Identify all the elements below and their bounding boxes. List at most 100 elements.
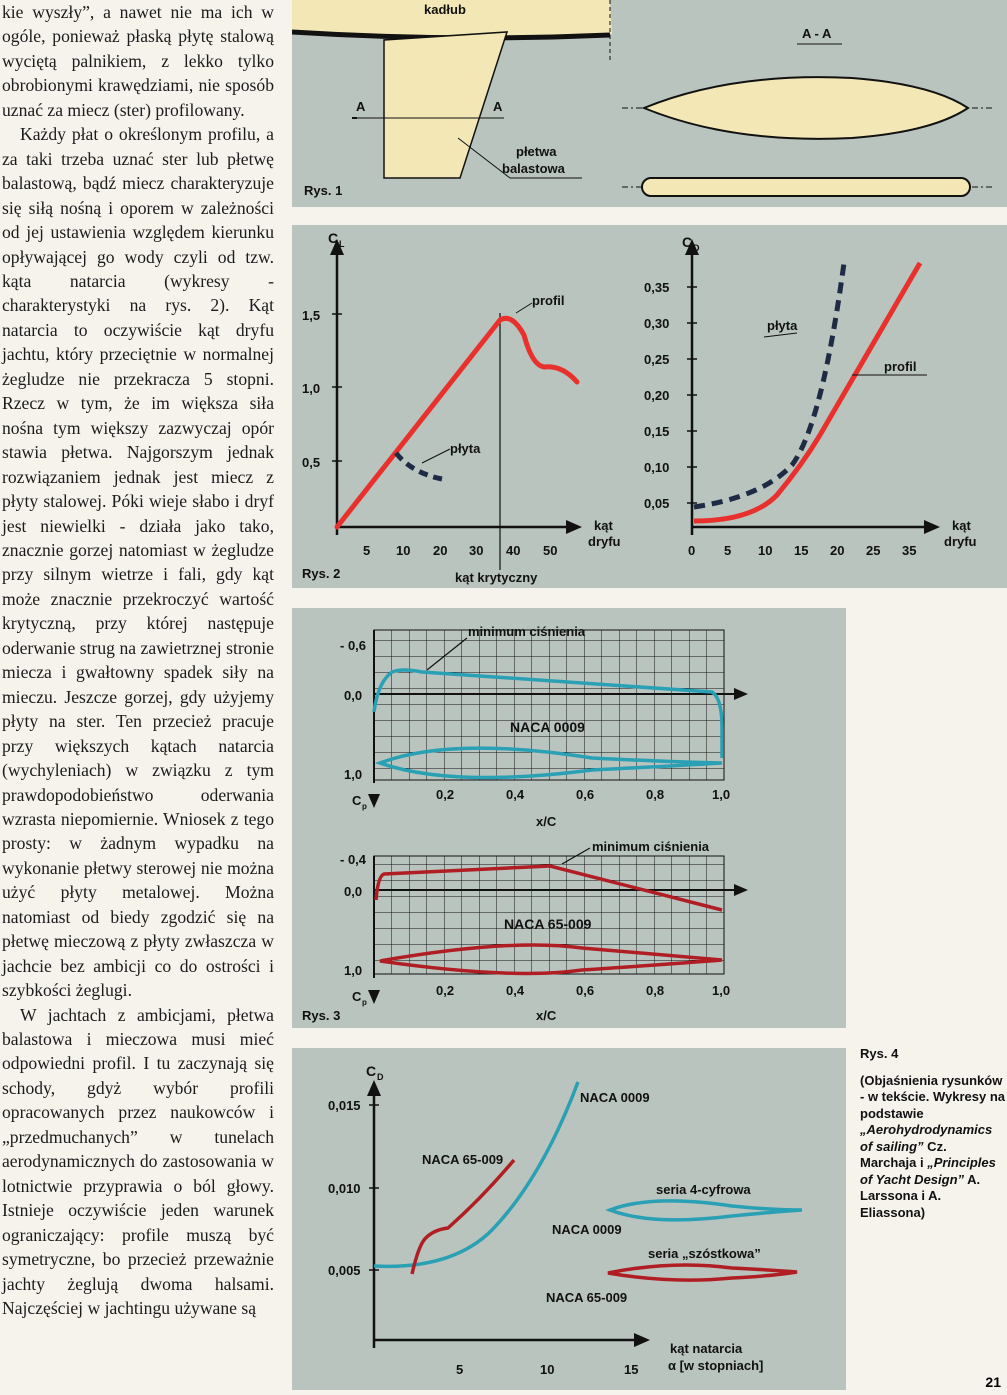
figure-2-drawing: C L 1,5 1,0 0,5 5 10 20 30 40 50 kąt dry… bbox=[302, 230, 977, 585]
right-yticks: 0,35 0,30 0,25 0,20 0,15 0,10 0,05 bbox=[644, 280, 697, 511]
right-ylabel-sub: D bbox=[693, 243, 700, 253]
paragraph-2: Każdy płat o określonym profilu, a za ta… bbox=[2, 124, 274, 1001]
plyta-right-label: płyta bbox=[767, 318, 798, 333]
figure-2-panel: C L 1,5 1,0 0,5 5 10 20 30 40 50 kąt dry… bbox=[292, 225, 1007, 588]
caption-title: Rys. 4 bbox=[860, 1046, 899, 1061]
article-text-column: kie wyszły”, a nawet nie ma ich w ogóle,… bbox=[2, 0, 274, 1320]
top-xtick: 1,0 bbox=[712, 787, 730, 802]
caption-source-2: „Principles of Yacht Design” bbox=[860, 1155, 996, 1187]
left-ylabel: C bbox=[328, 230, 338, 246]
caption-body: (Objaśnienia rysunków - w tekście. Wykre… bbox=[860, 1073, 1006, 1222]
bottom-xtick: 0,6 bbox=[576, 983, 594, 998]
left-xtick: 50 bbox=[543, 543, 557, 558]
bottom-minimum-label: minimum ciśnienia bbox=[592, 839, 710, 854]
top-minimum-label: minimum ciśnienia bbox=[468, 624, 586, 639]
right-ylabel: C bbox=[682, 234, 692, 250]
bottom-ytick: 1,0 bbox=[344, 963, 362, 978]
left-xlabel-1: kąt bbox=[594, 518, 613, 533]
right-xtick: 15 bbox=[794, 543, 808, 558]
section-title: A - A bbox=[802, 26, 832, 41]
left-xtick: 5 bbox=[363, 543, 370, 558]
top-xtick: 0,6 bbox=[576, 787, 594, 802]
left-ytick: 0,5 bbox=[302, 455, 320, 470]
critical-angle-label: kąt krytyczny bbox=[455, 570, 538, 585]
right-xtick: 25 bbox=[866, 543, 880, 558]
fig4-ylabel: C bbox=[366, 1063, 376, 1079]
figure-4-caption: Rys. 4 (Objaśnienia rysunków - w tekście… bbox=[860, 1046, 1006, 1221]
bottom-xtick: 0,8 bbox=[646, 983, 664, 998]
right-ytick: 0,30 bbox=[644, 316, 669, 331]
bottom-xtick: 0,2 bbox=[436, 983, 454, 998]
left-xlabel-2: dryfu bbox=[588, 534, 621, 549]
right-xtick: 20 bbox=[830, 543, 844, 558]
figure-1-drawing: kadłub A A płetwa balastowa Rys. 1 A - A bbox=[291, 0, 992, 198]
bottom-ytick: 0,0 bbox=[344, 884, 362, 899]
caption-text-3: A. Larssona i A. Eliassona) bbox=[860, 1171, 981, 1220]
top-xtick: 0,2 bbox=[436, 787, 454, 802]
right-xtick: 10 bbox=[758, 543, 772, 558]
fig4-xlabel-1: kąt natarcia bbox=[670, 1341, 743, 1356]
left-xticks: 5 10 20 30 40 50 bbox=[363, 543, 557, 558]
left-ylabel-sub: L bbox=[339, 239, 345, 249]
fin-label-1: płetwa bbox=[516, 144, 557, 159]
series-6-profile-label: NACA 65-009 bbox=[546, 1290, 627, 1305]
right-ytick: 0,15 bbox=[644, 424, 669, 439]
left-ytick: 1,5 bbox=[302, 308, 320, 323]
bottom-ytick: - 0,4 bbox=[340, 852, 367, 867]
right-xtick: 0 bbox=[688, 543, 695, 558]
fig4-ylabel-sub: D bbox=[377, 1072, 384, 1082]
top-xlabel: x/C bbox=[536, 814, 557, 829]
profil-right-label: profil bbox=[884, 359, 917, 374]
right-ytick: 0,20 bbox=[644, 388, 669, 403]
fig4-ytick: 0,005 bbox=[328, 1263, 361, 1278]
fig4-xtick: 15 bbox=[624, 1362, 638, 1377]
bottom-cp: C bbox=[352, 989, 362, 1004]
caption-text-1: (Objaśnienia rysunków - w tekście. Wykre… bbox=[860, 1072, 1006, 1121]
figure-4-panel: C D 0,015 0,010 0,005 5 10 15 kąt natarc… bbox=[292, 1048, 846, 1390]
fig4-ytick: 0,010 bbox=[328, 1181, 361, 1196]
right-ytick: 0,10 bbox=[644, 460, 669, 475]
series-6-label: seria „szóstkowa” bbox=[648, 1246, 761, 1261]
figure-2-label: Rys. 2 bbox=[302, 566, 340, 581]
right-xticks: 0 5 10 15 20 25 35 bbox=[688, 543, 916, 558]
left-xtick: 30 bbox=[469, 543, 483, 558]
figure-1-panel: kadłub A A płetwa balastowa Rys. 1 A - A bbox=[291, 0, 1007, 207]
curve-naca-65-009-label: NACA 65-009 bbox=[422, 1152, 503, 1167]
left-xtick: 40 bbox=[506, 543, 520, 558]
right-ytick: 0,25 bbox=[644, 352, 669, 367]
top-xtick: 0,8 bbox=[646, 787, 664, 802]
bottom-profile-label: NACA 65-009 bbox=[504, 916, 592, 932]
top-ytick: - 0,6 bbox=[340, 638, 366, 653]
top-xtick: 0,4 bbox=[506, 787, 525, 802]
figure-4-drawing: C D 0,015 0,010 0,005 5 10 15 kąt natarc… bbox=[328, 1063, 803, 1377]
left-yticks: 1,5 1,0 0,5 bbox=[302, 308, 342, 470]
figure-3-panel: - 0,6 0,0 1,0 C p minimum ciśnienia NACA… bbox=[292, 608, 846, 1028]
caption-text-2: Cz. Marchaja i bbox=[860, 1138, 947, 1171]
series-4-profile-label: NACA 0009 bbox=[552, 1222, 622, 1237]
series-4-label: seria 4-cyfrowa bbox=[656, 1182, 751, 1197]
caption-source-1: „Aerohydrodynamics of sailing” bbox=[860, 1122, 993, 1154]
right-ytick: 0,05 bbox=[644, 496, 669, 511]
right-xtick: 35 bbox=[902, 543, 916, 558]
right-ytick: 0,35 bbox=[644, 280, 669, 295]
page-number: 21 bbox=[985, 1374, 1001, 1390]
figure-3-drawing: - 0,6 0,0 1,0 C p minimum ciśnienia NACA… bbox=[302, 624, 748, 1023]
fig4-xtick: 10 bbox=[540, 1362, 554, 1377]
plyta-left-label: płyta bbox=[450, 441, 481, 456]
top-ytick: 1,0 bbox=[344, 767, 362, 782]
fig4-xtick: 5 bbox=[456, 1362, 463, 1377]
profil-left-label: profil bbox=[532, 293, 565, 308]
fig4-ytick: 0,015 bbox=[328, 1098, 361, 1113]
fin-label-2: balastowa bbox=[502, 161, 566, 176]
hull-label: kadłub bbox=[424, 2, 466, 17]
top-profile-label: NACA 0009 bbox=[510, 719, 585, 735]
right-xtick: 5 bbox=[724, 543, 731, 558]
right-xlabel-1: kąt bbox=[952, 518, 971, 533]
left-xtick: 20 bbox=[433, 543, 447, 558]
bottom-xlabel: x/C bbox=[536, 1008, 557, 1023]
fig4-xlabel-2: α [w stopniach] bbox=[668, 1358, 763, 1373]
top-ytick: 0,0 bbox=[344, 688, 362, 703]
bottom-cp-sub: p bbox=[362, 998, 367, 1007]
left-ytick: 1,0 bbox=[302, 381, 320, 396]
left-xtick: 10 bbox=[396, 543, 410, 558]
